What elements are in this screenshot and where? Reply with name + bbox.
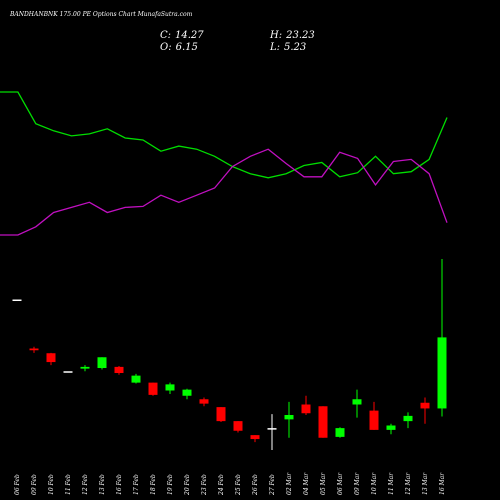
- x-tick-label: 13 Mar: [422, 472, 429, 495]
- stat-label: L:: [269, 42, 280, 53]
- candle-body: [165, 384, 175, 391]
- candle-body: [114, 366, 124, 374]
- stat: O: 6.15: [160, 42, 198, 53]
- x-tick-label: 20 Feb: [184, 474, 191, 496]
- candle-body: [284, 415, 294, 420]
- candle-body: [46, 353, 56, 363]
- candle-body: [12, 299, 22, 302]
- x-tick-label: 09 Mar: [354, 472, 361, 495]
- chart-title: BANDHANBNK 175.00 PE Options Chart Munaf…: [9, 11, 193, 18]
- candle-body: [63, 371, 73, 373]
- x-tick-label: 16 Feb: [116, 474, 123, 495]
- candle-body: [182, 389, 192, 396]
- candle-body: [352, 399, 362, 405]
- stat: H: 23.23: [269, 30, 315, 41]
- x-tick-label: 02 Mar: [286, 472, 293, 495]
- x-tick-label: 06 Mar: [337, 472, 344, 495]
- candle-body: [97, 357, 107, 369]
- candle-body: [216, 407, 226, 422]
- x-tick-label: 04 Mar: [303, 472, 310, 495]
- x-tick-label: 09 Feb: [31, 474, 38, 495]
- stat-label: H:: [269, 30, 282, 41]
- x-tick-label: 10 Mar: [371, 472, 378, 495]
- candle-body: [29, 348, 39, 351]
- x-tick-label: 26 Feb: [252, 474, 259, 496]
- candle-body: [148, 382, 158, 395]
- x-tick-label: 10 Feb: [48, 474, 55, 495]
- candle-body: [369, 410, 379, 430]
- x-tick-label: 12 Mar: [405, 472, 412, 495]
- x-tick-label: 24 Feb: [218, 474, 225, 496]
- stat: C: 14.27: [160, 30, 204, 41]
- candle-body: [301, 404, 311, 414]
- candle-body: [233, 421, 243, 431]
- stat-value: 5.23: [284, 42, 306, 53]
- stat-value: 23.23: [285, 30, 315, 41]
- x-tick-label: 18 Feb: [150, 474, 157, 495]
- indicator-line: [0, 148, 448, 236]
- x-tick-label: 25 Feb: [235, 474, 242, 496]
- x-tick-label: 16 Mar: [439, 472, 446, 495]
- x-tick-label: 05 Mar: [320, 472, 327, 495]
- x-tick-label: 12 Feb: [82, 474, 89, 495]
- x-tick-label: 19 Feb: [167, 474, 174, 495]
- candle-body: [318, 406, 328, 438]
- candle-body: [199, 399, 209, 404]
- candle-body: [420, 402, 430, 409]
- x-tick-label: 06 Feb: [14, 474, 21, 495]
- candle-body: [403, 415, 413, 422]
- x-tick-label: 11 Feb: [65, 474, 72, 495]
- candle-body: [386, 425, 396, 430]
- x-tick-label: 11 Mar: [388, 472, 395, 495]
- stat-value: 14.27: [175, 30, 204, 41]
- candle-body: [267, 428, 277, 430]
- stat-label: O:: [160, 42, 172, 53]
- x-tick-label: 13 Feb: [99, 474, 106, 495]
- candle-body: [250, 435, 260, 440]
- stat: L: 5.23: [269, 42, 306, 53]
- stat-value: 6.15: [176, 42, 198, 53]
- x-tick-label: 27 Feb: [269, 474, 276, 496]
- candle-body: [335, 428, 345, 437]
- candle-body: [437, 337, 447, 409]
- indicator-line: [0, 91, 448, 179]
- x-tick-label: 23 Feb: [201, 474, 208, 496]
- candle-body: [131, 375, 141, 383]
- x-tick-label: 17 Feb: [133, 474, 140, 495]
- candle-body: [80, 366, 90, 369]
- stat-label: C:: [160, 30, 171, 41]
